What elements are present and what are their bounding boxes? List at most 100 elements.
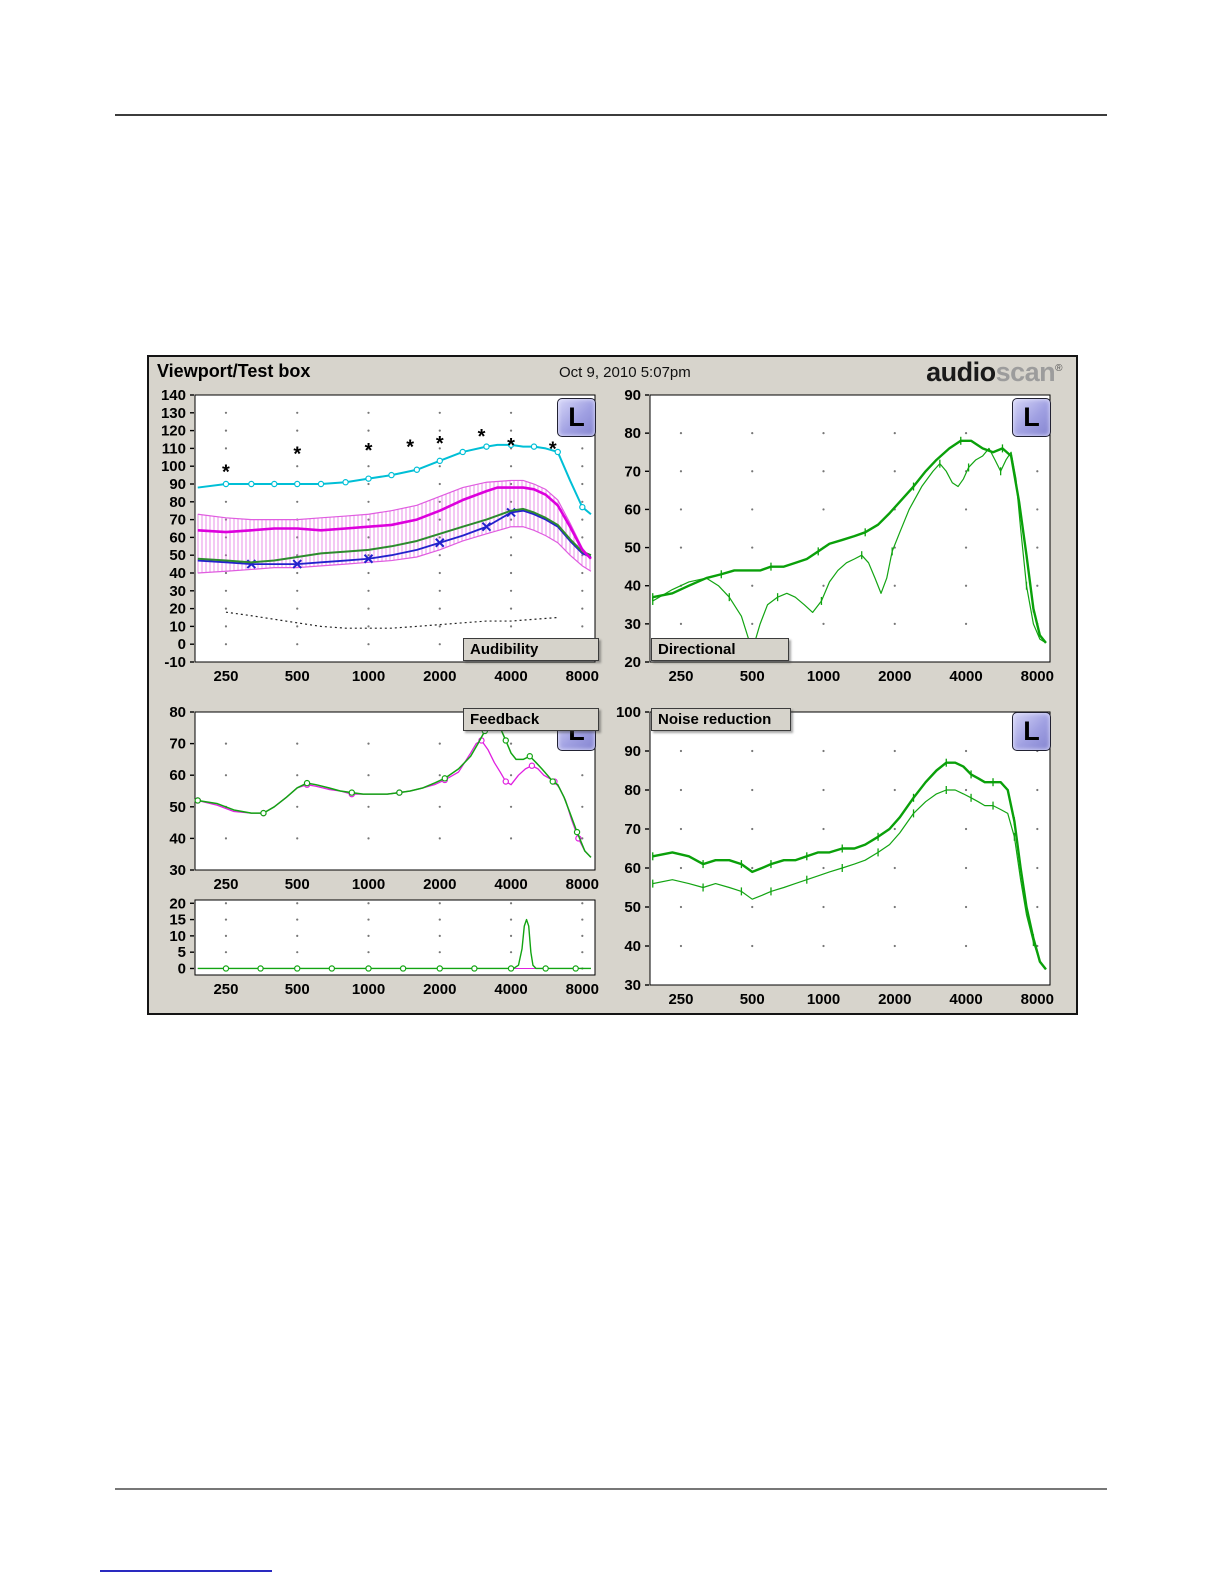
audioscan-logo: audioscan® xyxy=(926,357,1062,388)
svg-text:20: 20 xyxy=(169,895,186,912)
svg-text:*: * xyxy=(222,462,230,484)
svg-text:70: 70 xyxy=(169,512,186,529)
directional-button[interactable]: Directional xyxy=(651,638,789,661)
svg-text:70: 70 xyxy=(624,821,641,838)
svg-text:60: 60 xyxy=(169,529,186,546)
app-window: Viewport/Test box Oct 9, 2010 5:07pm aud… xyxy=(147,355,1078,1015)
svg-text:500: 500 xyxy=(285,981,310,998)
svg-text:500: 500 xyxy=(740,991,765,1008)
svg-text:1000: 1000 xyxy=(807,991,840,1008)
svg-text:5: 5 xyxy=(178,944,186,961)
svg-text:60: 60 xyxy=(169,767,186,784)
svg-text:15: 15 xyxy=(169,912,186,929)
svg-text:60: 60 xyxy=(624,860,641,877)
svg-text:40: 40 xyxy=(624,938,641,955)
svg-text:1000: 1000 xyxy=(352,668,385,685)
logo-audio-text: audio xyxy=(926,357,996,387)
audibility-chart: 140 130 120 110 100 90 80 70 60 50 40 30 20 10 0 -10 250… xyxy=(149,387,607,693)
svg-text:2000: 2000 xyxy=(878,991,911,1008)
svg-text:80: 80 xyxy=(169,704,186,721)
svg-text:100: 100 xyxy=(161,458,186,475)
svg-text:*: * xyxy=(293,444,301,466)
svg-text:50: 50 xyxy=(169,547,186,564)
logo-registered-mark: ® xyxy=(1055,363,1062,374)
svg-text:40: 40 xyxy=(169,565,186,582)
audibility-button[interactable]: Audibility xyxy=(463,638,599,661)
svg-text:50: 50 xyxy=(624,899,641,916)
svg-text:2000: 2000 xyxy=(423,876,456,893)
stablegain-chart: 20 15 10 5 0 250 500 1000 2000 4000 8000 xyxy=(149,892,607,1006)
svg-text:250: 250 xyxy=(668,668,693,685)
svg-text:110: 110 xyxy=(162,440,186,457)
logo-scan-text: scan xyxy=(995,357,1056,387)
svg-text:100: 100 xyxy=(616,704,641,721)
svg-text:8000: 8000 xyxy=(566,876,599,893)
svg-text:90: 90 xyxy=(624,387,641,404)
svg-text:30: 30 xyxy=(624,977,641,994)
svg-text:20: 20 xyxy=(169,601,186,618)
channel-badge-l-noise-reduction[interactable]: L xyxy=(1012,712,1051,751)
svg-text:4000: 4000 xyxy=(949,991,982,1008)
svg-text:0: 0 xyxy=(178,636,186,653)
svg-text:80: 80 xyxy=(624,782,641,799)
directional-chart: 90 80 70 60 50 40 30 20 250 500 1000 2000 4000 8000 xyxy=(604,387,1062,693)
noise-chart: 100 90 80 70 60 50 40 30 250 500 1000 2000 4000 8000 xyxy=(604,704,1062,1016)
svg-text:250: 250 xyxy=(668,991,693,1008)
feedback-button[interactable]: Feedback xyxy=(463,708,599,731)
svg-text:40: 40 xyxy=(169,830,186,847)
svg-text:4000: 4000 xyxy=(494,668,527,685)
svg-text:30: 30 xyxy=(169,862,186,879)
svg-text:90: 90 xyxy=(169,476,186,493)
svg-text:500: 500 xyxy=(285,668,310,685)
svg-text:1000: 1000 xyxy=(352,876,385,893)
svg-text:1000: 1000 xyxy=(807,668,840,685)
svg-text:250: 250 xyxy=(213,876,238,893)
svg-text:50: 50 xyxy=(624,540,641,557)
svg-text:*: * xyxy=(549,438,557,460)
channel-badge-l-audibility[interactable]: L xyxy=(557,398,596,437)
svg-text:70: 70 xyxy=(169,736,186,753)
svg-text:30: 30 xyxy=(624,616,641,633)
svg-text:50: 50 xyxy=(169,799,186,816)
svg-text:250: 250 xyxy=(213,981,238,998)
noise-reduction-button[interactable]: Noise reduction xyxy=(651,708,791,731)
footer-link-underline xyxy=(100,1570,272,1572)
svg-text:10: 10 xyxy=(169,928,186,945)
svg-text:*: * xyxy=(507,435,515,457)
svg-text:500: 500 xyxy=(740,668,765,685)
svg-text:10: 10 xyxy=(169,618,186,635)
bottom-rule xyxy=(115,1488,1107,1490)
svg-text:130: 130 xyxy=(161,405,186,422)
datetime: Oct 9, 2010 5:07pm xyxy=(559,364,691,381)
svg-text:-10: -10 xyxy=(164,654,186,671)
svg-text:120: 120 xyxy=(161,423,186,440)
svg-text:8000: 8000 xyxy=(1021,991,1054,1008)
svg-text:40: 40 xyxy=(624,578,641,595)
svg-text:80: 80 xyxy=(169,494,186,511)
svg-text:140: 140 xyxy=(161,387,186,404)
svg-text:*: * xyxy=(365,440,373,462)
svg-text:80: 80 xyxy=(624,425,641,442)
svg-text:60: 60 xyxy=(624,501,641,518)
svg-text:8000: 8000 xyxy=(566,668,599,685)
top-rule xyxy=(115,114,1107,116)
svg-text:30: 30 xyxy=(169,583,186,600)
svg-text:20: 20 xyxy=(624,654,641,671)
svg-text:4000: 4000 xyxy=(494,876,527,893)
svg-text:1000: 1000 xyxy=(352,981,385,998)
svg-text:90: 90 xyxy=(624,743,641,760)
svg-text:4000: 4000 xyxy=(494,981,527,998)
svg-text:*: * xyxy=(478,426,486,448)
svg-text:250: 250 xyxy=(213,668,238,685)
svg-text:2000: 2000 xyxy=(878,668,911,685)
window-title: Viewport/Test box xyxy=(157,361,311,381)
svg-text:8000: 8000 xyxy=(566,981,599,998)
svg-text:2000: 2000 xyxy=(423,981,456,998)
svg-text:4000: 4000 xyxy=(949,668,982,685)
svg-text:70: 70 xyxy=(624,463,641,480)
svg-text:2000: 2000 xyxy=(423,668,456,685)
channel-badge-l-directional[interactable]: L xyxy=(1012,398,1051,437)
svg-text:*: * xyxy=(436,433,444,455)
feedback-chart: 80 70 60 50 40 30 250 500 1000 2000 4000 8000 xyxy=(149,704,607,901)
